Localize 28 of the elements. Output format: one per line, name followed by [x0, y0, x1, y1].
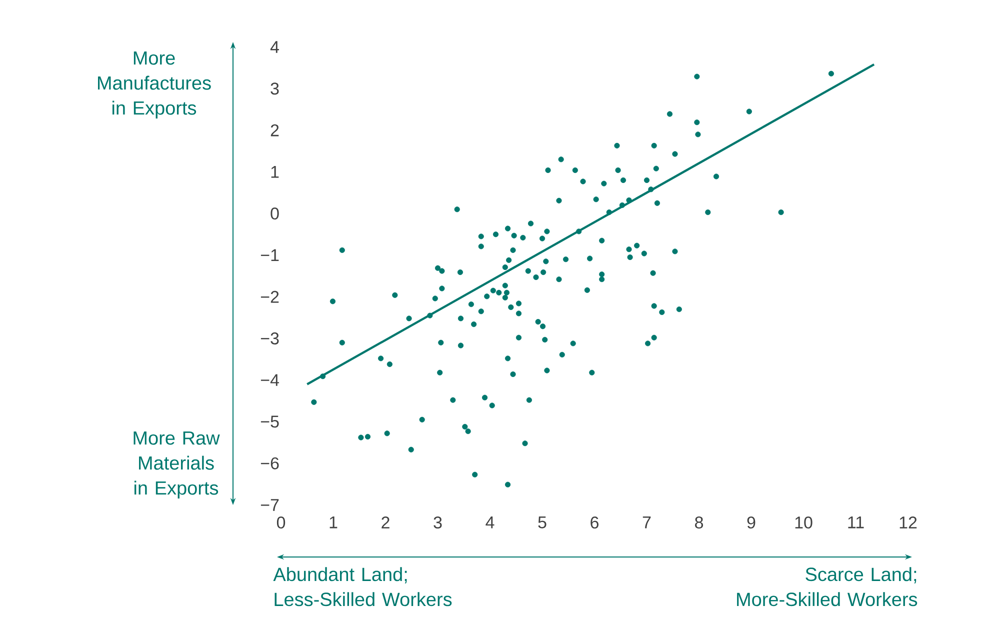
y-tick-label: 3 — [270, 82, 279, 95]
x-tick-label: 11 — [848, 516, 864, 528]
text: More Manufactures in Exports — [98, 51, 211, 118]
x-tick-label: 12 — [900, 516, 917, 528]
y-tick-label: 1 — [271, 166, 279, 178]
x-tick-label: 2 — [382, 516, 390, 528]
x-tick-label: 3 — [434, 516, 442, 529]
x-tick-label: 6 — [590, 516, 598, 529]
text: Abundant Land; Less-Skilled Workers — [273, 567, 452, 606]
text: More Raw Materials in Exports — [134, 431, 220, 498]
y-tick-label: −7 — [260, 499, 279, 511]
x-tick-label: 8 — [695, 516, 704, 529]
y-tick-label: −2 — [260, 290, 279, 303]
x-tick-label: 1 — [330, 516, 338, 528]
y-tick-label: −6 — [260, 457, 279, 470]
x-tick-label: 5 — [538, 516, 546, 528]
y-tick-label: 4 — [270, 41, 279, 53]
text: Scarce Land; More-Skilled Workers — [737, 567, 918, 606]
y-tick-label: −5 — [260, 416, 279, 428]
x-tick-label: 7 — [642, 516, 651, 528]
y-tick-label: −4 — [260, 374, 279, 386]
x-tick-label: 9 — [747, 516, 756, 529]
y-tick-label: −3 — [260, 332, 279, 344]
x-tick-label: 4 — [486, 516, 494, 528]
y-tick-label: 0 — [270, 208, 279, 220]
y-tick-label: −1 — [260, 249, 279, 262]
x-tick-label: 10 — [795, 516, 812, 529]
y-tick-label: 2 — [270, 124, 279, 136]
